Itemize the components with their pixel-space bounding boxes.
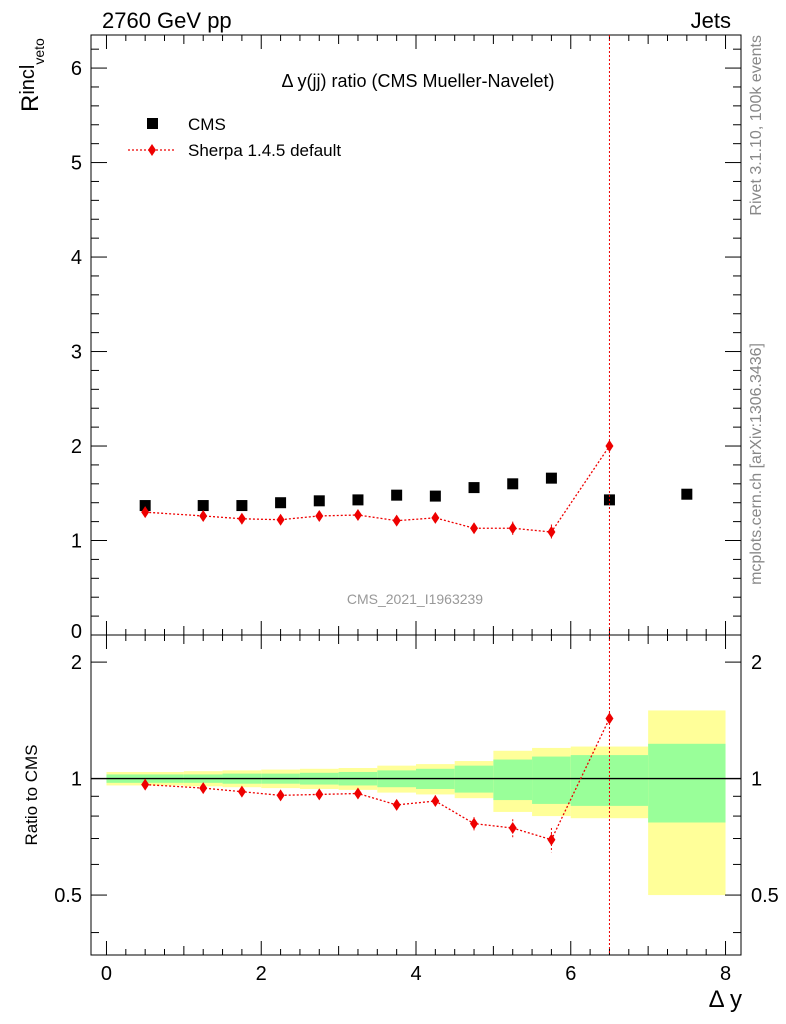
x-tick-label: 4 (410, 963, 421, 985)
sherpa-ratio-point (141, 778, 150, 791)
sherpa-ratio-point (431, 795, 440, 808)
cms-point (352, 494, 364, 506)
x-axis-label: Δ y (709, 986, 742, 1013)
sherpa-ratio-point (508, 822, 517, 835)
sherpa-ratio-point (605, 712, 614, 725)
mcplots-side-label: mcplots.cern.ch [arXiv:1306.3436] (748, 343, 765, 585)
sherpa-ratio-point (353, 787, 362, 800)
y-tick-label-ratio-left: 2 (71, 652, 82, 674)
data-marks (139, 35, 693, 955)
cms-point (236, 500, 248, 512)
axis-tick-labels: 0 2 4 6 8 0 1 2 3 4 5 6 0.5 0.5 1 1 2 2 (54, 58, 779, 985)
cms-point (139, 500, 151, 512)
cms-point (313, 495, 325, 507)
main-y-axis-label-group: Rinclveto (17, 38, 47, 112)
sherpa-ratio-point (237, 785, 246, 798)
y-tick-label-main: 0 (71, 621, 82, 643)
sherpa-ratio-point (199, 782, 208, 795)
sherpa-main-point (141, 506, 150, 519)
legend-mc-label: Sherpa 1.4.5 default (188, 141, 341, 160)
sherpa-ratio-point (547, 833, 556, 846)
sherpa-main-point (353, 509, 362, 521)
y-tick-label-main: 6 (71, 58, 82, 80)
band-inner-9 (493, 759, 533, 801)
svg-text:Rinclveto: Rinclveto (17, 38, 47, 112)
header-left: 2760 GeV pp (102, 8, 232, 33)
rivet-side-label: Rivet 3.1.10, 100k events (748, 35, 765, 216)
y-tick-label-ratio-right: 0.5 (751, 885, 779, 907)
sherpa-main-point (276, 513, 285, 526)
band-inner-10 (532, 756, 571, 804)
sherpa-main-point (508, 522, 517, 535)
sherpa-ratio-point (392, 798, 401, 811)
cms-point (545, 472, 557, 484)
analysis-watermark: CMS_2021_I1963239 (347, 591, 483, 607)
sherpa-ratio-point (315, 788, 324, 801)
y-tick-label-main: 1 (71, 531, 82, 553)
plot-title: Δ y(jj) ratio (CMS Mueller-Navelet) (281, 71, 554, 91)
y-tick-label-main: 5 (71, 153, 82, 175)
y-tick-label-ratio-right: 1 (751, 769, 762, 791)
sherpa-main-point (392, 514, 401, 527)
y-tick-label-ratio-left: 0.5 (54, 885, 82, 907)
sherpa-ratio-point (276, 789, 285, 802)
sherpa-ratio-point (470, 817, 479, 830)
legend-mc-marker (148, 144, 156, 156)
cms-point (468, 482, 480, 494)
sherpa-main-line (145, 445, 610, 533)
y-axis-label-main: R (17, 95, 44, 112)
y-tick-label-main: 2 (71, 436, 82, 458)
sherpa-main-point (431, 511, 440, 524)
y-tick-label-main: 4 (71, 247, 82, 269)
x-tick-label: 6 (565, 963, 576, 985)
sherpa-main-point (199, 509, 208, 522)
header-right: Jets (691, 8, 731, 33)
y-axis-label-sub: veto (31, 38, 47, 65)
y-tick-label-main: 3 (71, 342, 82, 364)
sherpa-main-point (315, 509, 324, 522)
cms-point (681, 488, 693, 500)
y-tick-label-ratio-left: 1 (71, 769, 82, 791)
sherpa-main-point (237, 512, 246, 525)
cms-point (429, 490, 441, 502)
cms-point (197, 500, 209, 512)
x-tick-label: 8 (720, 963, 731, 985)
ratio-y-axis-label: Ratio to CMS (22, 744, 41, 845)
cms-point (275, 497, 287, 509)
sherpa-ratio-line (145, 718, 611, 841)
band-inner-12 (648, 743, 726, 823)
legend-cms-marker (147, 118, 158, 129)
legend: CMS Sherpa 1.4.5 default (128, 115, 341, 160)
cms-point (391, 489, 403, 501)
x-tick-label: 0 (101, 963, 112, 985)
legend-cms-label: CMS (188, 115, 226, 134)
sherpa-main-point (470, 522, 479, 535)
y-axis-label-sup: incl (17, 65, 39, 95)
y-tick-label-ratio-right: 2 (751, 652, 762, 674)
sherpa-main-point (547, 526, 556, 539)
sherpa-main-point (605, 440, 614, 453)
x-tick-label: 2 (256, 963, 267, 985)
axis-ticks (91, 35, 741, 955)
cms-point (507, 478, 519, 490)
